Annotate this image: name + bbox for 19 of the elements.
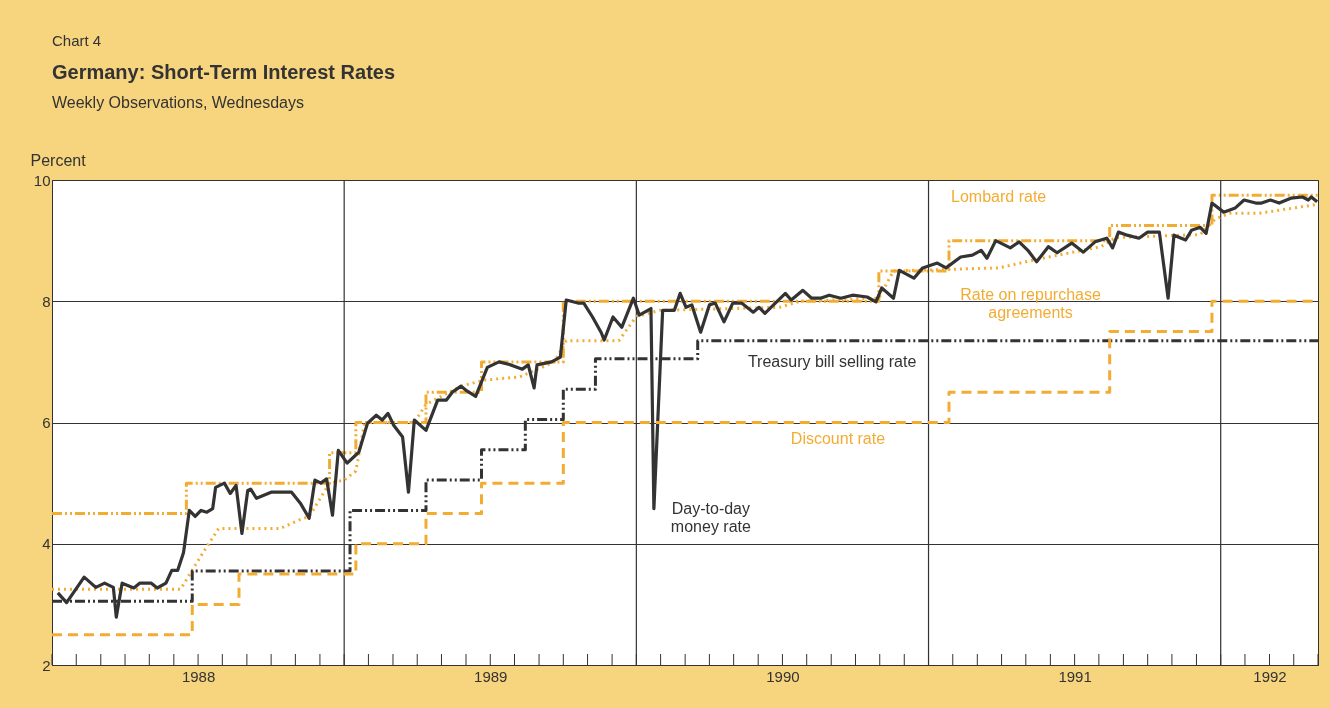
y-tick-label: 4 [42, 535, 51, 553]
annotation: Discount rate [790, 429, 886, 447]
chart-subtitle: Weekly Observations, Wednesdays [52, 94, 305, 112]
annotation: Day-to-day money rate [670, 499, 751, 535]
y-tick-label: 8 [42, 292, 51, 310]
y-tick-label: 2 [42, 656, 51, 674]
x-tick-label: 1990 [766, 667, 800, 685]
caption: Chart 4 [52, 32, 103, 49]
y-axis-title: Percent [30, 151, 87, 169]
y-tick-label: 10 [33, 171, 51, 189]
annotation: Rate on repurchase agreements [960, 285, 1101, 321]
annotation: Treasury bill selling rate [747, 352, 917, 370]
x-tick-label: 1989 [474, 667, 508, 685]
chart-title: Germany: Short-Term Interest Rates [52, 61, 397, 84]
y-tick-label: 6 [42, 414, 51, 431]
x-tick-label: 1991 [1058, 667, 1092, 685]
annotation: Lombard rate [951, 187, 1047, 205]
x-tick-label: 1988 [181, 667, 216, 685]
x-tick-label: 1992 [1253, 667, 1287, 685]
